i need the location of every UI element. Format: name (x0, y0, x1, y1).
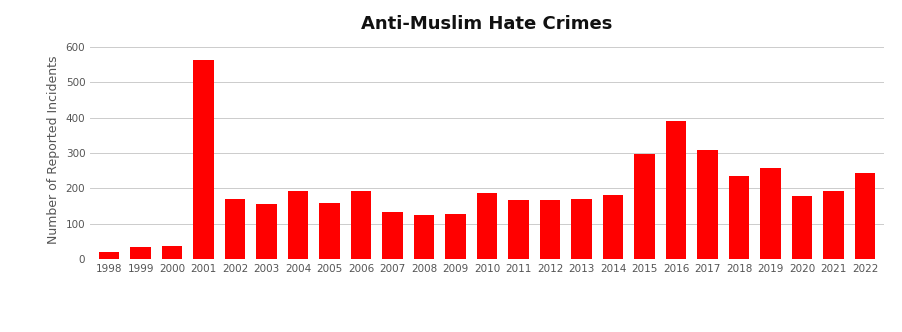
Bar (382, 212, 403, 259)
Bar (193, 60, 214, 259)
Bar (509, 200, 529, 259)
Bar (855, 173, 875, 259)
Bar (539, 200, 560, 259)
Bar (666, 121, 686, 259)
Bar (824, 192, 843, 259)
Bar (225, 199, 245, 259)
Bar (697, 150, 718, 259)
Bar (634, 154, 655, 259)
Title: Anti-Muslim Hate Crimes: Anti-Muslim Hate Crimes (362, 15, 612, 33)
Bar (319, 203, 340, 259)
Bar (760, 168, 781, 259)
Bar (131, 247, 151, 259)
Bar (729, 176, 750, 259)
Bar (477, 193, 497, 259)
Bar (792, 197, 813, 259)
Bar (414, 215, 435, 259)
Bar (256, 204, 277, 259)
Bar (351, 192, 372, 259)
Bar (161, 246, 182, 259)
Bar (446, 214, 465, 259)
Y-axis label: Number of Reported Incidents: Number of Reported Incidents (47, 55, 60, 244)
Bar (571, 199, 592, 259)
Bar (288, 191, 308, 259)
Bar (99, 252, 119, 259)
Bar (603, 195, 623, 259)
